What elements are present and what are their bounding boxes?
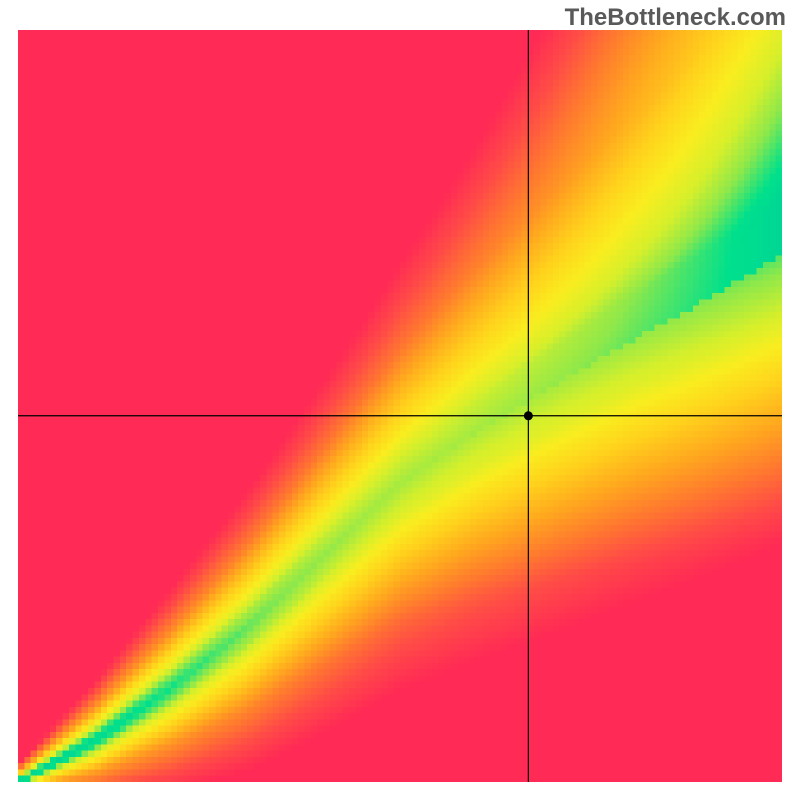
heatmap-canvas xyxy=(18,30,782,782)
watermark-text: TheBottleneck.com xyxy=(565,4,786,32)
heatmap-plot-area xyxy=(18,30,782,782)
figure-root: TheBottleneck.com xyxy=(0,0,800,800)
